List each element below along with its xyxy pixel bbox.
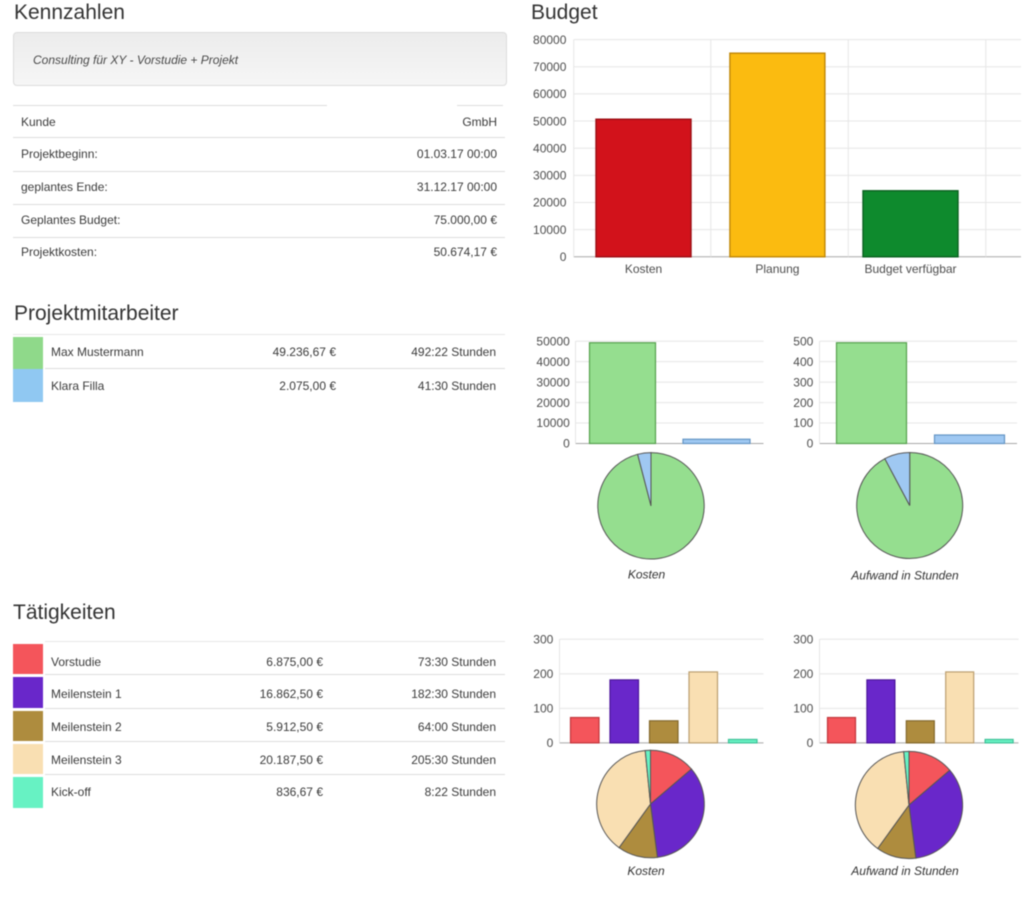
svg-text:20000: 20000 bbox=[536, 396, 570, 410]
svg-text:100: 100 bbox=[533, 702, 553, 716]
svg-text:500: 500 bbox=[793, 334, 813, 348]
svg-text:20000: 20000 bbox=[533, 196, 567, 210]
svg-text:Planung: Planung bbox=[755, 262, 799, 276]
svg-text:100: 100 bbox=[793, 702, 813, 716]
svg-text:Aufwand in Stunden: Aufwand in Stunden bbox=[850, 569, 959, 583]
svg-text:400: 400 bbox=[793, 355, 813, 369]
svg-text:0: 0 bbox=[560, 250, 567, 264]
svg-text:60000: 60000 bbox=[533, 87, 567, 101]
svg-text:0: 0 bbox=[547, 736, 554, 750]
svg-text:0: 0 bbox=[563, 437, 570, 451]
svg-text:30000: 30000 bbox=[533, 169, 567, 183]
svg-text:80000: 80000 bbox=[533, 33, 567, 47]
svg-text:10000: 10000 bbox=[536, 416, 570, 430]
svg-text:50000: 50000 bbox=[536, 334, 570, 348]
svg-text:Kosten: Kosten bbox=[625, 262, 662, 276]
svg-text:300: 300 bbox=[533, 633, 553, 647]
svg-text:200: 200 bbox=[793, 396, 813, 410]
svg-text:30000: 30000 bbox=[536, 375, 570, 389]
svg-text:200: 200 bbox=[533, 667, 553, 681]
svg-text:0: 0 bbox=[807, 736, 814, 750]
svg-text:40000: 40000 bbox=[533, 141, 567, 155]
svg-text:100: 100 bbox=[793, 416, 813, 430]
svg-text:10000: 10000 bbox=[533, 223, 567, 237]
svg-text:200: 200 bbox=[793, 667, 813, 681]
svg-text:Aufwand in Stunden: Aufwand in Stunden bbox=[850, 864, 959, 878]
svg-text:300: 300 bbox=[793, 633, 813, 647]
svg-text:50000: 50000 bbox=[533, 114, 567, 128]
svg-text:Kosten: Kosten bbox=[627, 864, 665, 878]
svg-text:Budget verfügbar: Budget verfügbar bbox=[864, 262, 956, 276]
svg-text:Kosten: Kosten bbox=[628, 568, 666, 582]
svg-text:40000: 40000 bbox=[536, 355, 570, 369]
svg-text:0: 0 bbox=[807, 437, 814, 451]
svg-text:70000: 70000 bbox=[533, 60, 567, 74]
svg-text:300: 300 bbox=[793, 375, 813, 389]
